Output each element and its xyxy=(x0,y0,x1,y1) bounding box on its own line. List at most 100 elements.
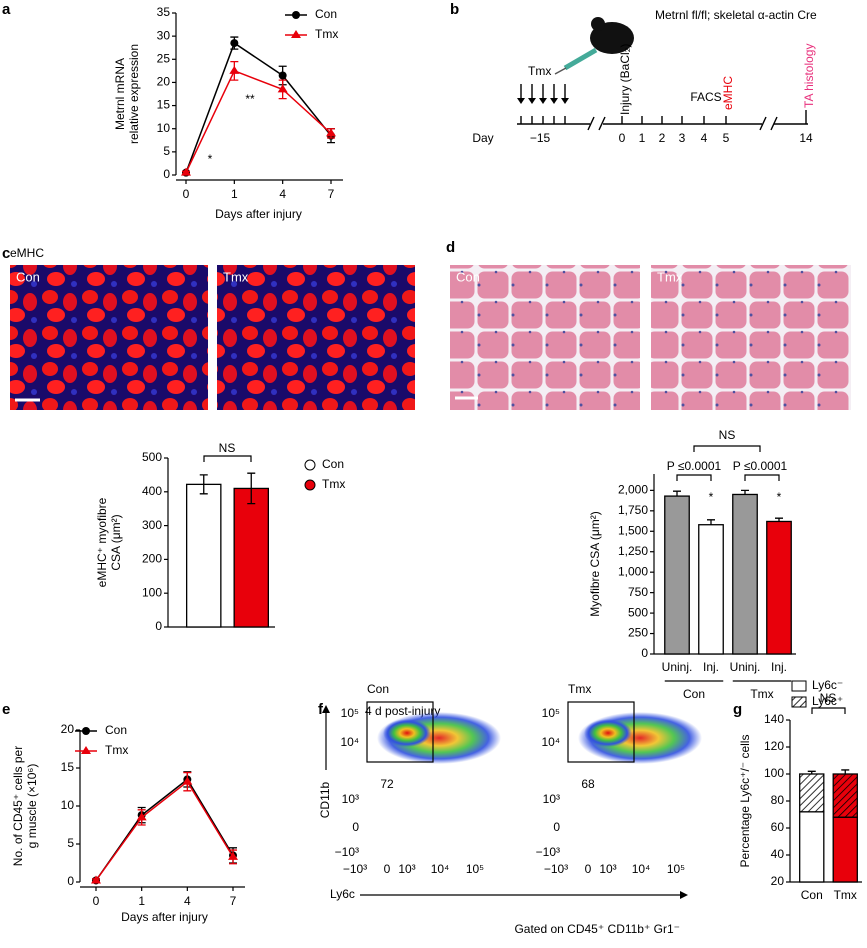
error-bar xyxy=(247,488,256,505)
y-tick-label: 1,750 xyxy=(618,503,648,517)
stain-label: eMHC xyxy=(10,246,44,260)
timeline-diagram: Metrnl fl/fl; skeletal α-actin Cre Tmx I… xyxy=(472,8,817,145)
gate xyxy=(567,701,635,763)
flow-y-tick: 0 xyxy=(352,820,359,834)
bar xyxy=(766,520,792,655)
bar xyxy=(799,773,825,813)
y-tick-label: 1,250 xyxy=(618,544,648,558)
point xyxy=(228,851,238,860)
flow-panel: 4 d post-injury CD11b Ly6c Gated on CD45… xyxy=(318,682,702,936)
legend-label: Tmx xyxy=(322,477,345,491)
day: 2 xyxy=(659,131,666,145)
annotation: P ≤0.0001 xyxy=(667,459,722,473)
syringe-icon xyxy=(563,47,598,71)
y-tick-label: 250 xyxy=(628,626,648,640)
y-tick-label: 500 xyxy=(628,605,648,619)
image-label: Tmx xyxy=(657,269,683,284)
point xyxy=(278,71,287,80)
flow-x-tick: 10³ xyxy=(398,862,415,876)
legend-swatch xyxy=(791,680,807,692)
y-tick-label: 35 xyxy=(157,5,171,19)
point xyxy=(136,812,147,821)
event: Injury (BaCl₂) xyxy=(618,44,632,115)
error-bar xyxy=(807,770,816,774)
y-tick-label: 0 xyxy=(163,167,170,181)
arrows xyxy=(520,84,566,100)
bar xyxy=(799,811,825,883)
plot-label: Con xyxy=(367,682,389,696)
legend-marker xyxy=(304,479,316,491)
event: FACS xyxy=(690,90,721,104)
y-axis-label: relative expression xyxy=(127,44,141,144)
flow-y-tick: 10⁵ xyxy=(341,706,359,720)
x-tick-label: 0 xyxy=(93,894,100,908)
event: TA histology xyxy=(802,44,816,108)
image-label: Tmx xyxy=(223,269,249,284)
gate-percent: 68 xyxy=(581,777,595,791)
bar xyxy=(832,773,858,818)
tmx-label: Tmx xyxy=(528,64,551,78)
flow-x-tick: 0 xyxy=(585,862,592,876)
panel-label: c xyxy=(2,245,10,262)
day: 1 xyxy=(639,131,646,145)
error-bar xyxy=(199,484,208,495)
annotation: * xyxy=(777,490,782,504)
gate-percent: 72 xyxy=(380,777,394,791)
error-bar xyxy=(673,490,681,497)
bar xyxy=(233,487,269,628)
bracket xyxy=(744,474,780,481)
x-tick-label: 7 xyxy=(230,894,237,908)
error-bar xyxy=(199,474,208,485)
image-label: Con xyxy=(456,269,480,284)
legend-marker xyxy=(81,746,91,754)
group-label: Tmx xyxy=(750,687,773,701)
gate xyxy=(366,701,434,763)
line xyxy=(95,780,234,881)
x-tick-label: 0 xyxy=(183,187,190,201)
y-tick-label: 300 xyxy=(142,518,162,532)
y-axis-label: CSA (μm²) xyxy=(109,514,123,570)
day: −15 xyxy=(530,131,551,145)
annotation: NS xyxy=(219,441,236,455)
flow-x-tick: −10³ xyxy=(544,862,568,876)
y-tick-label: 20 xyxy=(61,722,75,736)
y-tick-label: 80 xyxy=(771,793,785,807)
y-tick-label: 20 xyxy=(157,75,171,89)
y-tick-label: 0 xyxy=(155,619,162,633)
x-axis-label: Days after injury xyxy=(121,910,208,924)
bracket xyxy=(676,474,712,481)
bar xyxy=(732,493,758,655)
panel-label: f xyxy=(318,701,324,718)
y-axis-label: Metrnl mRNA xyxy=(113,58,127,130)
point xyxy=(230,39,239,48)
flow-note: Gated on CD45⁺ CD11b⁺ Gr1⁻ xyxy=(514,922,680,936)
emhc-image xyxy=(10,265,208,410)
point xyxy=(277,84,288,93)
flow-x-tick: 10⁴ xyxy=(431,862,450,876)
legend-marker xyxy=(291,30,301,38)
y-tick-label: 5 xyxy=(67,836,74,850)
y-tick-label: 140 xyxy=(764,712,784,726)
y-axis-label: Myofibre CSA (μm²) xyxy=(588,511,602,617)
flow-x-tick: 10³ xyxy=(599,862,616,876)
flow-y-tick: 0 xyxy=(553,820,560,834)
density xyxy=(584,719,632,747)
flow-y-tick: 10³ xyxy=(543,792,560,806)
x-tick-label: Inj. xyxy=(703,660,719,674)
legend-label: Con xyxy=(322,457,344,471)
day: 3 xyxy=(679,131,686,145)
flow-y-tick: 10⁴ xyxy=(340,735,359,749)
legend-label: Con xyxy=(105,723,127,737)
point xyxy=(229,65,240,74)
panel-label: e xyxy=(2,701,10,718)
day-label: Day xyxy=(472,131,493,145)
error-bar xyxy=(741,489,749,495)
timeline-axis xyxy=(517,110,808,131)
x-tick-label: Uninj. xyxy=(730,660,761,674)
y-tick-label: 0 xyxy=(67,874,74,888)
day: 14 xyxy=(799,131,813,145)
image-label: Con xyxy=(16,269,40,284)
legend-label: Ly6c⁻ xyxy=(812,678,843,692)
flow-y-tick: −10³ xyxy=(536,845,560,859)
